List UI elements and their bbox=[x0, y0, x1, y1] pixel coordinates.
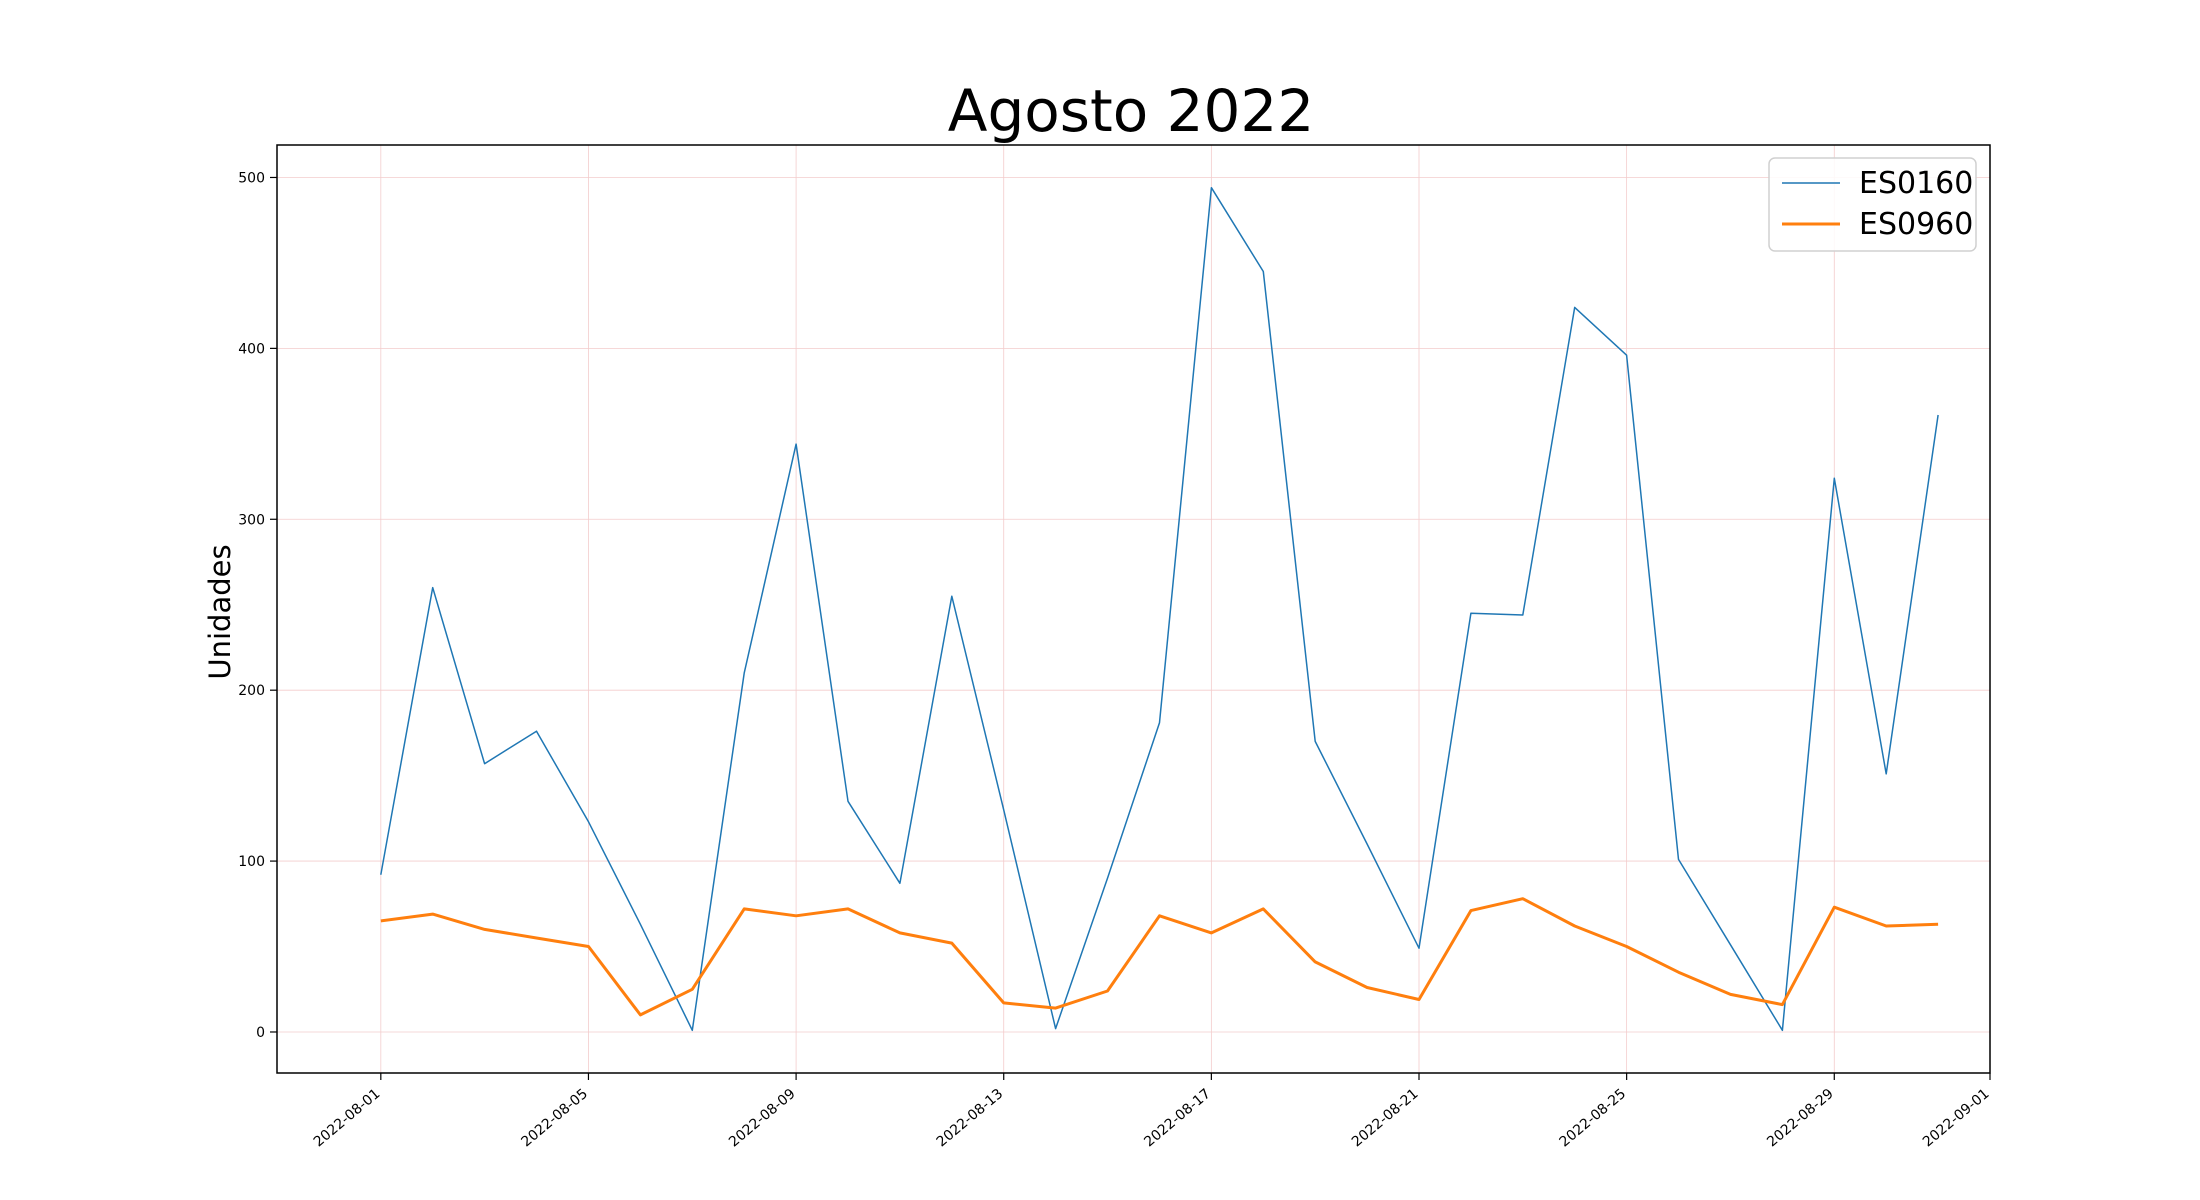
y-tick-label: 400 bbox=[238, 341, 265, 357]
series-line-es0160 bbox=[380, 186, 1939, 1032]
y-tick-label: 200 bbox=[238, 683, 265, 699]
legend-label-es0160: ES0160 bbox=[1859, 166, 1973, 201]
series-line-es0960 bbox=[380, 897, 1939, 1017]
y-tick-label: 500 bbox=[238, 170, 265, 186]
legend-box bbox=[1768, 157, 1977, 252]
plot-frame bbox=[276, 144, 1991, 1074]
series-lines bbox=[380, 186, 1939, 1032]
chart-title: Agosto 2022 bbox=[948, 77, 1314, 145]
legend-label-es0960: ES0960 bbox=[1859, 207, 1973, 242]
legend: ES0160 ES0960 bbox=[1768, 157, 1977, 252]
y-axis-label: Unidades bbox=[203, 544, 237, 679]
y-tick-label: 100 bbox=[238, 854, 265, 870]
y-tick-label: 300 bbox=[238, 512, 265, 528]
y-tick-label: 0 bbox=[256, 1025, 265, 1041]
